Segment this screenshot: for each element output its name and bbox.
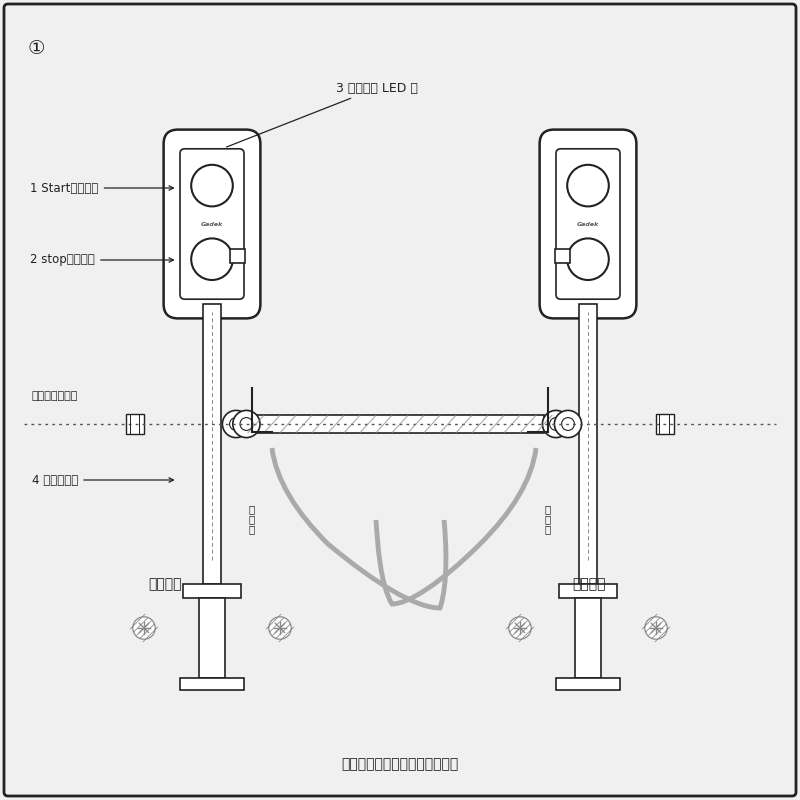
- Bar: [656, 414, 674, 434]
- Circle shape: [567, 238, 609, 280]
- Text: 右手油门: 右手油门: [148, 577, 182, 591]
- Circle shape: [191, 238, 233, 280]
- Circle shape: [269, 617, 291, 639]
- Circle shape: [222, 410, 250, 438]
- Circle shape: [240, 418, 253, 430]
- Bar: [559, 584, 617, 598]
- Circle shape: [562, 418, 574, 430]
- Circle shape: [567, 165, 609, 206]
- Text: Gadek: Gadek: [201, 222, 223, 226]
- Text: ①: ①: [27, 38, 45, 58]
- Circle shape: [542, 410, 570, 438]
- Text: 老丝不能拧太紧: 老丝不能拧太紧: [32, 391, 78, 401]
- Circle shape: [509, 617, 531, 639]
- FancyBboxPatch shape: [164, 130, 261, 318]
- Circle shape: [191, 165, 233, 206]
- Bar: [556, 678, 620, 690]
- Text: 橡
胶
垫: 橡 胶 垫: [545, 504, 551, 534]
- Circle shape: [550, 418, 562, 430]
- Text: Gadek: Gadek: [577, 222, 599, 226]
- Bar: [126, 414, 144, 434]
- Text: 橡
胶
垫: 橡 胶 垫: [249, 504, 255, 534]
- Bar: [203, 304, 221, 584]
- Text: 3 油位提示 LED 灯: 3 油位提示 LED 灯: [226, 82, 418, 147]
- Bar: [199, 598, 225, 678]
- Text: 4 油门保险锁: 4 油门保险锁: [32, 474, 174, 486]
- Bar: [230, 249, 245, 263]
- Text: 1 Start（启动）: 1 Start（启动）: [30, 182, 174, 194]
- Circle shape: [230, 418, 242, 430]
- Circle shape: [554, 410, 582, 438]
- Bar: [180, 678, 244, 690]
- Circle shape: [133, 617, 155, 639]
- Text: 左、右手油门控制器互换安装图: 左、右手油门控制器互换安装图: [342, 757, 458, 771]
- FancyBboxPatch shape: [180, 149, 244, 299]
- Bar: [555, 249, 570, 263]
- Bar: [579, 304, 597, 584]
- FancyBboxPatch shape: [539, 130, 637, 318]
- Text: 左手油门: 左手油门: [572, 577, 606, 591]
- FancyBboxPatch shape: [556, 149, 620, 299]
- Bar: [256, 415, 544, 433]
- Text: 2 stop（息火）: 2 stop（息火）: [30, 254, 174, 266]
- Bar: [183, 584, 241, 598]
- FancyBboxPatch shape: [4, 4, 796, 796]
- Circle shape: [233, 410, 260, 438]
- Bar: [575, 598, 601, 678]
- Circle shape: [645, 617, 667, 639]
